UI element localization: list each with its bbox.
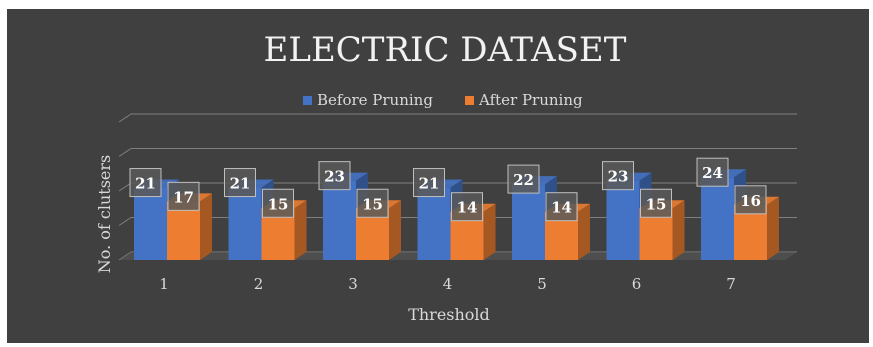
chart-area: ELECTRIC DATASET Before Pruning After Pru… <box>7 9 869 343</box>
x-tick-label: 7 <box>726 275 736 293</box>
data-label-box <box>129 168 162 198</box>
y-axis-title: No. of clutsers <box>95 155 114 274</box>
bar-front <box>701 177 734 260</box>
data-label-text: 21 <box>230 175 251 193</box>
legend-item: After Pruning <box>465 91 583 109</box>
x-tick-label: 2 <box>254 275 264 293</box>
data-label: 17 <box>167 181 200 211</box>
data-label-box <box>640 188 672 218</box>
data-label-box <box>224 168 256 198</box>
bar-side <box>672 200 685 260</box>
x-tick-label: 6 <box>632 275 642 293</box>
data-label-text: 21 <box>419 175 440 193</box>
x-tick-label: 1 <box>159 275 169 293</box>
data-label-text: 15 <box>646 195 667 213</box>
bar-side <box>483 203 496 260</box>
data-label-text: 21 <box>135 175 156 193</box>
bar-front <box>167 201 200 260</box>
data-label: 14 <box>545 192 578 222</box>
data-label: 21 <box>129 168 162 198</box>
bar-side <box>294 200 307 260</box>
x-axis-title: Threshold <box>408 305 490 324</box>
data-label: 24 <box>696 157 729 187</box>
data-label: 16 <box>734 185 767 215</box>
bar-front <box>417 187 451 260</box>
data-label-box <box>696 157 729 187</box>
bar-front <box>606 180 640 260</box>
data-label: 15 <box>640 188 672 218</box>
bar-front <box>134 187 167 260</box>
data-label-box <box>451 192 483 222</box>
bar-front <box>512 184 545 260</box>
data-label: 15 <box>262 188 294 218</box>
data-label: 22 <box>507 164 540 194</box>
data-label-text: 16 <box>740 192 761 210</box>
gridline-depth <box>118 148 132 157</box>
bar-side <box>578 203 590 260</box>
bar-side <box>200 193 212 260</box>
data-label: 15 <box>356 188 389 218</box>
legend-swatch <box>303 96 312 105</box>
bar-side <box>389 200 401 260</box>
x-tick-label: 3 <box>348 275 358 293</box>
data-label-box <box>507 164 540 194</box>
data-label: 23 <box>602 161 634 191</box>
x-tick-labels: 1 2 3 4 5 6 7 <box>159 275 736 293</box>
gridline-depth <box>118 217 132 226</box>
data-label: 14 <box>451 192 483 222</box>
data-label: 23 <box>318 161 351 191</box>
data-label-box <box>356 188 389 218</box>
data-label-box <box>734 185 767 215</box>
data-label-text: 14 <box>551 199 572 217</box>
bar-side <box>767 196 779 260</box>
bar-front <box>323 180 356 260</box>
data-label-text: 14 <box>457 199 478 217</box>
data-label-box <box>167 181 200 211</box>
data-label: 21 <box>224 168 256 198</box>
data-label-box <box>413 168 445 198</box>
data-label: 21 <box>413 168 445 198</box>
legend: Before Pruning After Pruning <box>303 91 583 109</box>
data-label-text: 15 <box>362 195 383 213</box>
x-tick-label: 5 <box>537 275 547 293</box>
chart-svg: ELECTRIC DATASET Before Pruning After Pru… <box>95 30 797 324</box>
data-label-text: 23 <box>324 168 345 186</box>
gridline-depth <box>118 182 132 192</box>
data-labels: 21 17 21 15 23 15 21 14 22 14 23 15 24 16 <box>129 157 767 222</box>
x-tick-label: 4 <box>443 275 453 293</box>
data-label-text: 23 <box>608 168 629 186</box>
data-label-text: 22 <box>513 171 534 189</box>
legend-label: Before Pruning <box>317 91 433 109</box>
gridline-depth <box>118 113 132 123</box>
data-label-box <box>602 161 634 191</box>
data-label-box <box>545 192 578 222</box>
data-label-text: 24 <box>702 164 723 182</box>
chart-title: ELECTRIC DATASET <box>264 30 627 70</box>
legend-swatch <box>465 96 474 105</box>
legend-item: Before Pruning <box>303 91 433 109</box>
bar-front <box>228 187 262 260</box>
data-label-box <box>262 188 294 218</box>
legend-label: After Pruning <box>478 91 583 109</box>
data-label-text: 17 <box>173 188 194 206</box>
data-label-box <box>318 161 351 191</box>
data-label-text: 15 <box>268 195 289 213</box>
